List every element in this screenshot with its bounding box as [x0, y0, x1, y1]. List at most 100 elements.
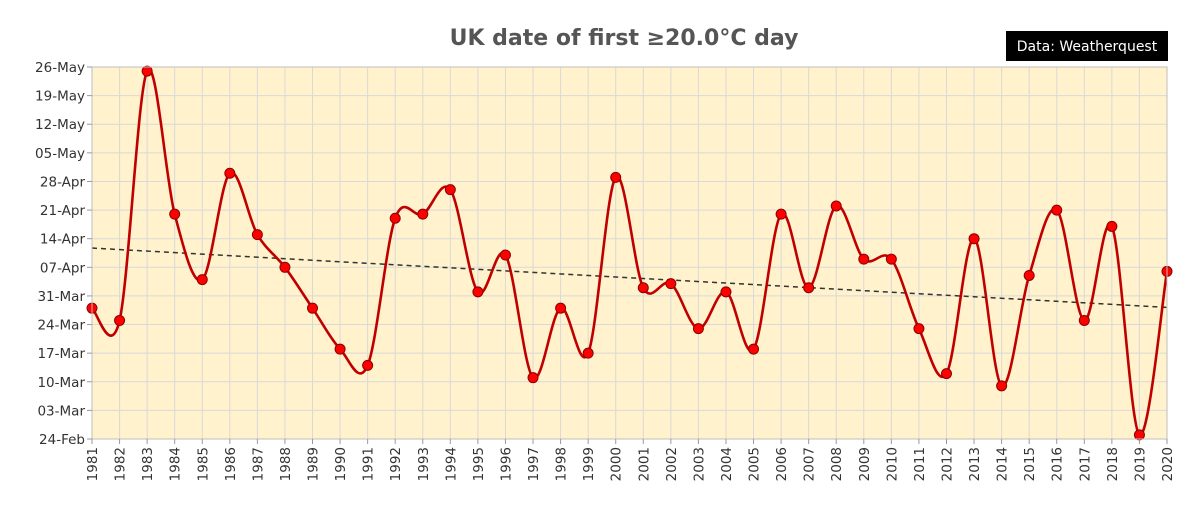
data-point — [665, 278, 677, 290]
y-tick-label: 03-Mar — [37, 403, 85, 419]
y-tick-label: 14-Apr — [40, 232, 86, 248]
x-tick-label: 2010 — [884, 447, 900, 481]
y-tick-label: 31-Mar — [37, 289, 85, 305]
data-point — [996, 380, 1008, 392]
x-tick-label: 1986 — [223, 447, 239, 481]
data-point — [224, 167, 236, 179]
x-tick-label: 1997 — [526, 447, 542, 481]
data-point — [362, 359, 374, 371]
data-point — [444, 184, 456, 196]
x-tick-label: 2020 — [1160, 447, 1176, 481]
x-tick-label: 1984 — [168, 447, 184, 481]
data-point — [196, 274, 208, 286]
y-tick-label: 10-Mar — [37, 375, 85, 391]
data-point — [527, 372, 539, 384]
x-tick-label: 2006 — [774, 447, 790, 481]
data-point — [169, 208, 181, 220]
y-tick-label: 17-Mar — [37, 346, 85, 362]
x-tick-label: 2019 — [1132, 447, 1148, 481]
y-tick-label: 12-May — [35, 117, 85, 133]
data-point — [1133, 429, 1145, 441]
data-point — [692, 323, 704, 335]
x-tick-label: 1981 — [85, 447, 101, 481]
x-tick-label: 1993 — [416, 447, 432, 481]
data-point — [334, 343, 346, 355]
data-point — [389, 212, 401, 224]
data-point — [968, 233, 980, 245]
y-tick-label: 26-May — [35, 60, 85, 76]
y-tick-label: 07-Apr — [40, 260, 86, 276]
data-point — [279, 261, 291, 273]
source-label: Data: Weatherquest — [1017, 39, 1158, 55]
x-tick-label: 1988 — [278, 447, 294, 481]
chart-title: UK date of first ≥20.0°C day — [450, 26, 799, 51]
data-point — [913, 323, 925, 335]
x-tick-label: 2014 — [995, 447, 1011, 481]
y-tick-label: 24-Mar — [37, 318, 85, 334]
data-point — [720, 286, 732, 298]
data-point — [858, 253, 870, 265]
data-point — [1051, 204, 1063, 216]
x-tick-label: 1990 — [333, 447, 349, 481]
y-tick-label: 05-May — [35, 146, 85, 162]
data-point — [582, 347, 594, 359]
y-tick-label: 21-Apr — [40, 203, 86, 219]
data-point — [775, 208, 787, 220]
data-point — [1078, 314, 1090, 326]
x-tick-label: 2007 — [802, 447, 818, 481]
data-point — [499, 249, 511, 261]
data-point — [748, 343, 760, 355]
x-tick-label: 1991 — [361, 447, 377, 481]
x-tick-label: 1994 — [443, 447, 459, 481]
y-tick-label: 24-Feb — [39, 432, 85, 448]
data-point — [1106, 220, 1118, 232]
x-tick-label: 1998 — [554, 447, 570, 481]
source-badge — [1006, 31, 1168, 61]
x-tick-label: 1989 — [306, 447, 322, 481]
x-tick-label: 2008 — [829, 447, 845, 481]
data-point — [417, 208, 429, 220]
gridlines — [91, 66, 1168, 440]
x-tick-label: 2009 — [857, 447, 873, 481]
x-tick-label: 2001 — [636, 447, 652, 481]
x-axis-ticks: 1981 1982 1983 1984 1985 1986 1987 1988 1989 1990… — [85, 439, 1176, 481]
data-point — [1023, 269, 1035, 281]
data-point — [114, 314, 126, 326]
x-tick-label: 2016 — [1050, 447, 1066, 481]
data-point — [610, 171, 622, 183]
x-tick-label: 2012 — [939, 447, 955, 481]
x-tick-label: 2002 — [664, 447, 680, 481]
data-point — [555, 302, 567, 314]
x-tick-label: 1995 — [471, 447, 487, 481]
x-tick-label: 2004 — [719, 447, 735, 481]
x-tick-label: 1985 — [195, 447, 211, 481]
data-point — [940, 368, 952, 380]
x-tick-label: 1999 — [581, 447, 597, 481]
plot-frame — [91, 66, 1168, 440]
data-point — [251, 229, 263, 241]
x-tick-label: 2018 — [1105, 447, 1121, 481]
data-point — [830, 200, 842, 212]
x-tick-label: 2013 — [967, 447, 983, 481]
x-tick-label: 1983 — [140, 447, 156, 481]
x-tick-label: 2003 — [691, 447, 707, 481]
y-tick-label: 19-May — [35, 89, 85, 105]
data-point — [141, 65, 153, 77]
y-tick-label: 28-Apr — [40, 174, 86, 190]
x-tick-label: 1987 — [250, 447, 266, 481]
x-tick-label: 2011 — [912, 447, 928, 481]
data-point — [307, 302, 319, 314]
x-tick-label: 2000 — [609, 447, 625, 481]
x-tick-label: 2015 — [1022, 447, 1038, 481]
data-point — [637, 282, 649, 294]
data-point — [885, 253, 897, 265]
data-point — [472, 286, 484, 298]
x-tick-label: 1982 — [113, 447, 129, 481]
x-tick-label: 1992 — [388, 447, 404, 481]
y-axis-ticks: 24-Feb 03-Mar 10-Mar 17-Mar 24-Mar 31-Mar 07-A… — [35, 60, 92, 448]
x-tick-label: 1996 — [498, 447, 514, 481]
x-tick-label: 2005 — [747, 447, 763, 481]
data-point — [803, 282, 815, 294]
